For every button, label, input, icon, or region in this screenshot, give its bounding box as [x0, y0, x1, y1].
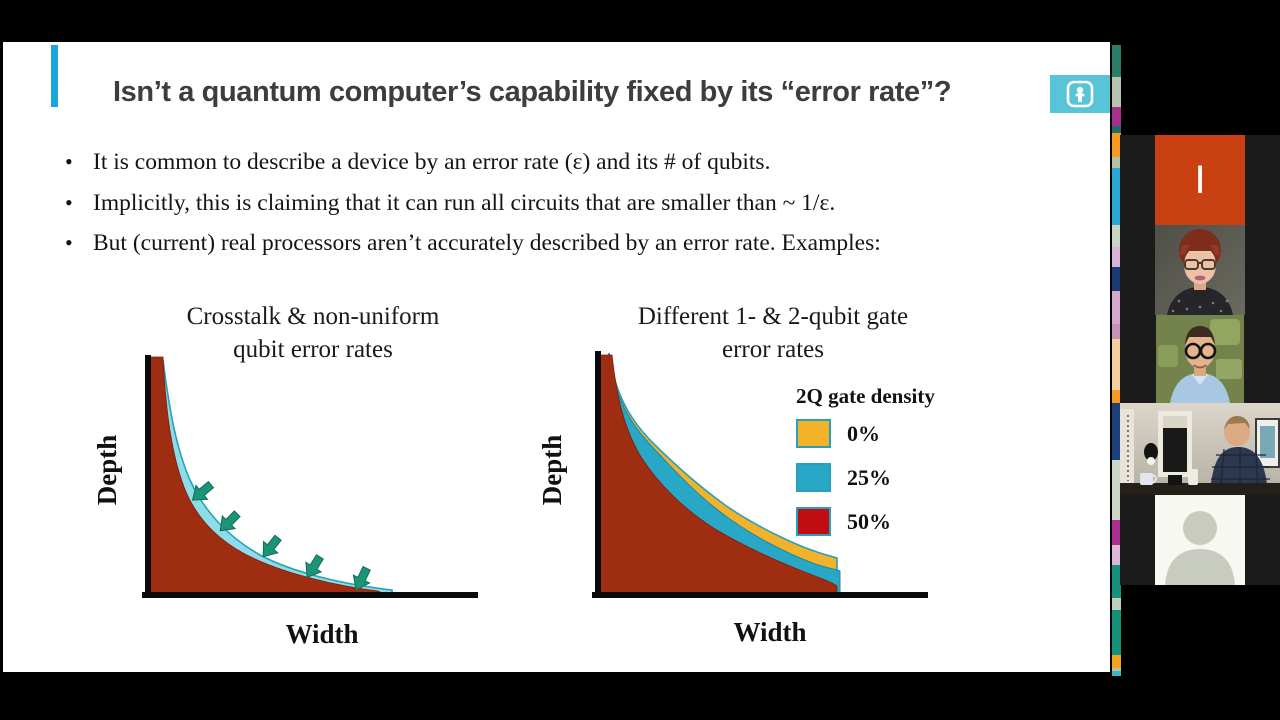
brand-color-strip — [1112, 45, 1121, 676]
brand-strip-segment — [1112, 390, 1121, 403]
bullet-item: But (current) real processors aren’t acc… — [61, 223, 1071, 264]
brand-strip-segment — [1112, 610, 1121, 655]
right-chart-title-line1: Different 1- & 2-qubit gate — [637, 303, 909, 330]
brand-strip-segment — [1112, 107, 1121, 126]
left-chart-ylabel: Depth — [91, 434, 122, 506]
left-chart-xlabel: Width — [285, 619, 359, 649]
participant-tile-placeholder[interactable] — [1120, 495, 1280, 585]
legend-swatch — [796, 507, 831, 536]
participant-tile-initial[interactable]: I — [1120, 135, 1280, 225]
brand-strip-segment — [1112, 671, 1121, 676]
person-badge-icon — [1066, 80, 1094, 108]
participant-filmstrip: I — [1120, 135, 1280, 585]
logo-badge-button[interactable] — [1050, 75, 1110, 113]
bullet-item: It is common to describe a device by an … — [61, 142, 1071, 183]
left-chart-title: Crosstalk & non-uniform qubit error rate… — [153, 300, 473, 366]
initial-avatar: I — [1155, 135, 1245, 225]
legend-label: 25% — [847, 464, 891, 490]
brand-strip-segment — [1112, 520, 1121, 545]
brand-strip-segment — [1112, 291, 1121, 324]
brand-strip-segment — [1112, 126, 1121, 133]
title-accent-bar — [51, 45, 58, 107]
brand-strip-segment — [1112, 565, 1121, 598]
legend-swatch — [796, 419, 831, 448]
brand-strip-segment — [1112, 655, 1121, 668]
legend-item: 0% — [796, 418, 986, 449]
right-chart-ylabel: Depth — [536, 434, 567, 506]
participant-initial: I — [1194, 157, 1206, 202]
brand-strip-segment — [1112, 157, 1121, 168]
bullet-list: It is common to describe a device by an … — [61, 142, 1071, 264]
left-chart-title-line2: qubit error rates — [233, 336, 393, 363]
brand-strip-segment — [1112, 598, 1121, 610]
participant-tile-video-1[interactable] — [1120, 225, 1280, 315]
brand-strip-segment — [1112, 225, 1121, 247]
legend-title: 2Q gate density — [796, 384, 935, 408]
brand-strip-segment — [1112, 168, 1121, 225]
slide-title: Isn’t a quantum computer’s capability fi… — [113, 76, 952, 108]
left-chart-title-line1: Crosstalk & non-uniform — [186, 303, 440, 330]
right-chart-title-line2: error rates — [721, 336, 824, 363]
participant-tile-video-3[interactable] — [1120, 403, 1280, 495]
participant-tile-video-2[interactable] — [1120, 315, 1280, 403]
brand-strip-segment — [1112, 45, 1121, 77]
participant-video-woman — [1155, 225, 1245, 315]
brand-strip-segment — [1112, 77, 1121, 107]
legend-label: 50% — [847, 508, 891, 534]
brand-strip-segment — [1112, 668, 1121, 671]
bullet-item: Implicitly, this is claiming that it can… — [61, 183, 1071, 224]
right-chart-xlabel: Width — [733, 617, 807, 647]
participant-video-home-office — [1120, 403, 1280, 495]
participant-video-man-glasses — [1156, 315, 1244, 403]
brand-strip-segment — [1112, 324, 1121, 339]
empty-profile-silhouette-icon — [1155, 495, 1245, 585]
brand-strip-segment — [1112, 545, 1121, 565]
legend-item: 25% — [796, 462, 986, 493]
brand-strip-segment — [1112, 460, 1121, 520]
shared-slide: Isn’t a quantum computer’s capability fi… — [3, 42, 1110, 672]
brand-strip-segment — [1112, 247, 1121, 267]
legend-label: 0% — [847, 420, 880, 446]
legend-item: 50% — [796, 506, 986, 537]
brand-strip-segment — [1112, 267, 1121, 291]
brand-strip-segment — [1112, 133, 1121, 157]
left-chart-plot — [142, 355, 478, 598]
brand-strip-segment — [1112, 403, 1121, 460]
right-chart-legend: 2Q gate density 0% 25% 50% — [796, 384, 986, 550]
brand-strip-segment — [1112, 339, 1121, 390]
right-chart-plot — [592, 351, 928, 598]
legend-swatch — [796, 463, 831, 492]
legend-items: 0% 25% 50% — [796, 418, 986, 537]
right-chart-title: Different 1- & 2-qubit gate error rates — [618, 300, 928, 366]
